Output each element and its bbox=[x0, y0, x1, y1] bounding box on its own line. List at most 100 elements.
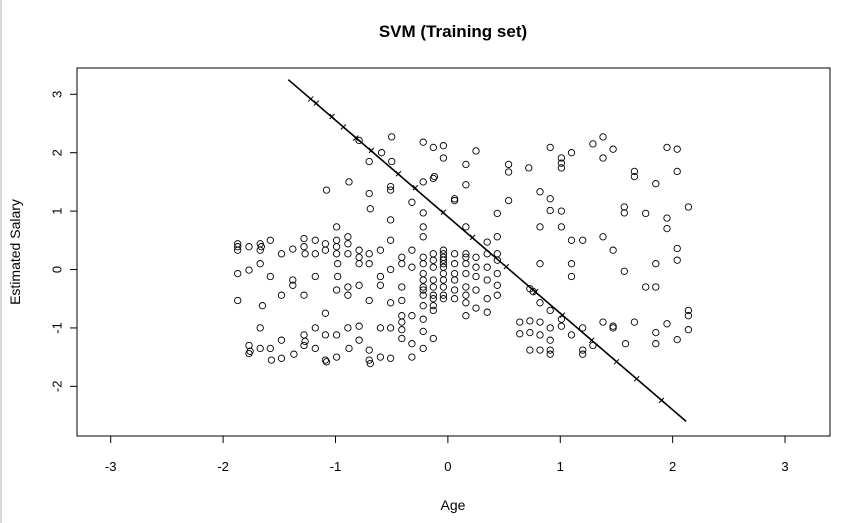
data-point bbox=[684, 312, 693, 320]
data-point bbox=[388, 133, 396, 141]
data-point bbox=[557, 223, 566, 231]
data-point bbox=[419, 269, 427, 278]
data-point bbox=[355, 253, 363, 261]
data-point bbox=[300, 243, 308, 251]
data-point bbox=[376, 246, 385, 254]
window-left-border bbox=[0, 0, 2, 523]
data-point bbox=[472, 147, 480, 155]
data-point bbox=[322, 358, 331, 366]
boundary-marker bbox=[613, 358, 620, 365]
data-point bbox=[439, 276, 448, 284]
data-point bbox=[462, 260, 470, 268]
boundary-marker bbox=[412, 184, 419, 191]
data-point bbox=[504, 196, 513, 205]
data-point bbox=[267, 356, 276, 364]
data-point bbox=[504, 160, 513, 169]
y-tick-label: -1 bbox=[49, 322, 64, 334]
data-point bbox=[450, 295, 459, 303]
data-point bbox=[546, 143, 554, 152]
data-point bbox=[630, 318, 639, 326]
data-point bbox=[277, 250, 286, 258]
data-point bbox=[355, 260, 363, 268]
data-point bbox=[386, 182, 395, 191]
data-point bbox=[589, 140, 597, 148]
data-point bbox=[365, 157, 373, 166]
data-point bbox=[345, 344, 353, 353]
data-point bbox=[311, 236, 319, 244]
data-point bbox=[258, 302, 267, 310]
data-point bbox=[266, 344, 274, 353]
data-point bbox=[266, 236, 274, 244]
data-point bbox=[419, 344, 427, 353]
data-point bbox=[493, 209, 501, 218]
data-point bbox=[419, 286, 427, 294]
data-point bbox=[332, 236, 341, 244]
data-point bbox=[526, 285, 534, 293]
data-point bbox=[546, 306, 554, 315]
boundary-marker bbox=[340, 124, 347, 130]
y-tick-label: 3 bbox=[49, 91, 64, 98]
data-point bbox=[344, 324, 352, 332]
data-point bbox=[557, 207, 566, 215]
data-point bbox=[567, 236, 576, 244]
data-point bbox=[365, 346, 373, 354]
data-point bbox=[419, 209, 427, 217]
data-point bbox=[332, 243, 341, 251]
boundary-marker bbox=[368, 147, 375, 154]
data-point bbox=[332, 223, 341, 231]
data-point bbox=[579, 236, 587, 244]
data-point bbox=[483, 295, 491, 303]
data-point bbox=[256, 260, 264, 268]
data-point bbox=[300, 291, 308, 299]
y-tick-label: 2 bbox=[49, 149, 64, 156]
data-point bbox=[429, 174, 437, 183]
data-point bbox=[408, 198, 416, 206]
data-point bbox=[386, 216, 395, 224]
data-point bbox=[277, 291, 286, 299]
data-point bbox=[386, 236, 395, 244]
data-point bbox=[663, 224, 671, 233]
data-point bbox=[245, 341, 253, 350]
decision-boundary-layer bbox=[287, 79, 687, 423]
data-point bbox=[321, 309, 330, 317]
data-point bbox=[408, 263, 416, 271]
data-point bbox=[289, 281, 297, 289]
y-axis: -2 -1 0 1 2 3 bbox=[49, 91, 78, 393]
y-tick-label: 0 bbox=[49, 266, 64, 273]
data-point bbox=[429, 295, 437, 303]
data-point bbox=[398, 326, 406, 334]
y-tick-label: 1 bbox=[49, 207, 64, 214]
data-point bbox=[398, 253, 406, 261]
data-point bbox=[673, 335, 681, 344]
y-tick-label: -2 bbox=[49, 381, 64, 393]
data-point bbox=[311, 250, 319, 258]
data-point bbox=[620, 203, 628, 211]
data-point bbox=[355, 322, 363, 330]
data-point bbox=[462, 312, 470, 320]
data-point bbox=[301, 250, 309, 258]
data-point bbox=[609, 246, 617, 254]
data-point bbox=[462, 291, 470, 299]
data-point bbox=[599, 133, 607, 141]
data-point bbox=[429, 306, 437, 315]
data-point bbox=[439, 154, 448, 162]
data-point bbox=[439, 256, 448, 264]
data-point bbox=[245, 266, 253, 274]
data-point bbox=[536, 318, 544, 326]
x-tick-label: 1 bbox=[557, 459, 564, 474]
data-point bbox=[684, 203, 693, 211]
data-point bbox=[429, 256, 437, 264]
data-point bbox=[472, 263, 480, 271]
data-point bbox=[321, 356, 330, 364]
data-point bbox=[419, 291, 427, 299]
data-point bbox=[429, 263, 437, 271]
data-point bbox=[684, 306, 693, 315]
data-point bbox=[536, 331, 544, 339]
data-point bbox=[439, 260, 448, 268]
data-point bbox=[429, 250, 437, 258]
data-point bbox=[365, 260, 373, 268]
data-point bbox=[673, 256, 681, 264]
data-point bbox=[483, 263, 491, 271]
data-point bbox=[290, 350, 298, 358]
